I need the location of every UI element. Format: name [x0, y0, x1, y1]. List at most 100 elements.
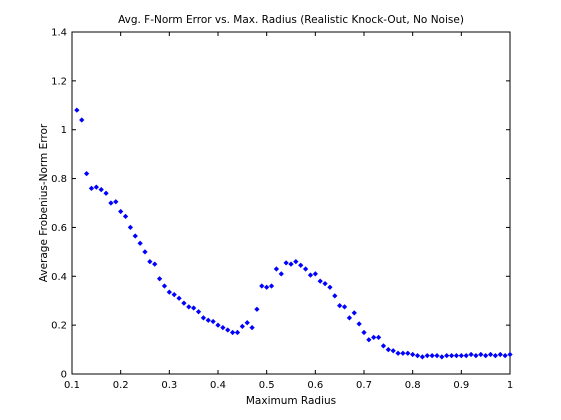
data-point [448, 353, 455, 359]
data-point [137, 240, 143, 246]
data-point [205, 317, 211, 323]
data-point [444, 353, 450, 359]
data-point [473, 353, 479, 359]
data-point [410, 351, 416, 358]
data-point [103, 190, 109, 196]
data-point [229, 329, 236, 336]
y-tick-label: 1.4 [51, 28, 67, 39]
data-point [487, 351, 494, 358]
x-tick-label: 0.6 [307, 380, 323, 391]
data-point [371, 334, 377, 340]
data-point [147, 259, 153, 265]
x-tick-label: 0.3 [161, 380, 177, 391]
data-point [390, 348, 396, 354]
data-point [79, 117, 85, 123]
y-tick-label: 0.4 [51, 272, 67, 283]
data-point [375, 334, 382, 340]
data-point [405, 350, 411, 356]
data-point [244, 320, 250, 326]
x-tick-label: 0.8 [405, 380, 421, 391]
data-point [142, 249, 148, 255]
x-tick-label: 0.4 [210, 380, 226, 391]
data-point [322, 280, 328, 287]
data-point [507, 351, 513, 358]
data-point [434, 353, 440, 359]
y-tick-label: 0 [61, 370, 67, 381]
x-tick-label: 1 [507, 380, 513, 391]
data-point [161, 283, 168, 289]
data-point [132, 233, 138, 239]
data-point [502, 353, 508, 359]
data-point [468, 351, 474, 358]
x-tick-label: 0.7 [356, 380, 372, 391]
y-axis-label: Average Frobenius-Norm Error [38, 123, 50, 282]
x-tick-label: 0.9 [453, 380, 469, 391]
data-point [195, 309, 202, 315]
data-point [439, 354, 445, 360]
data-point [380, 343, 387, 349]
data-point [453, 353, 460, 359]
data-point [361, 329, 367, 336]
data-point [83, 171, 90, 177]
data-point [312, 271, 318, 277]
data-point [302, 266, 309, 272]
data-points [74, 107, 513, 360]
data-point [327, 284, 333, 290]
data-point [186, 304, 192, 310]
data-point [249, 324, 255, 331]
y-tick-label: 0.6 [51, 223, 67, 234]
data-point [332, 293, 338, 299]
data-point [273, 266, 280, 272]
data-point [268, 283, 275, 289]
x-tick-label: 0.1 [64, 380, 80, 391]
data-point [259, 283, 265, 289]
data-point [351, 310, 357, 316]
data-point [200, 315, 207, 321]
data-point [317, 278, 323, 284]
data-point [307, 272, 314, 278]
x-axis-label: Maximum Radius [246, 395, 336, 407]
data-point [93, 184, 99, 190]
data-point [152, 261, 158, 267]
data-point [429, 353, 435, 359]
data-point [337, 302, 343, 309]
data-point [254, 306, 260, 312]
data-point [483, 353, 489, 359]
data-point [108, 200, 114, 206]
data-point [88, 185, 95, 191]
data-point [210, 318, 216, 325]
data-point [283, 260, 289, 266]
data-point [215, 322, 221, 328]
data-point [424, 353, 430, 359]
data-point [113, 199, 119, 205]
y-tick-label: 1.2 [51, 76, 67, 87]
data-point [278, 271, 284, 277]
data-point [264, 284, 270, 290]
x-tick-label: 0.5 [259, 380, 275, 391]
data-point [478, 351, 484, 358]
data-point [118, 208, 124, 215]
data-point [419, 354, 426, 360]
data-point [293, 259, 299, 265]
data-point [400, 350, 406, 356]
data-point [366, 337, 372, 343]
data-point [239, 323, 245, 329]
data-point [356, 321, 362, 327]
data-point [458, 353, 464, 359]
data-point [122, 213, 129, 220]
data-point [288, 261, 294, 267]
data-point [497, 351, 503, 358]
data-point [395, 350, 401, 356]
x-tick-label: 0.2 [113, 380, 129, 391]
data-point [176, 295, 182, 301]
data-point [156, 276, 163, 282]
data-point [463, 353, 469, 359]
data-point [385, 346, 391, 353]
data-point [171, 291, 177, 298]
data-point [166, 289, 172, 295]
data-point [414, 353, 421, 359]
data-point [341, 304, 348, 310]
data-point [98, 186, 104, 193]
axis-ticks: 0.1 0.2 0.3 0.4 0.5 0.6 0.7 0.8 0.9 1 0 0.2 0.4 0.6 0.… [51, 28, 513, 392]
